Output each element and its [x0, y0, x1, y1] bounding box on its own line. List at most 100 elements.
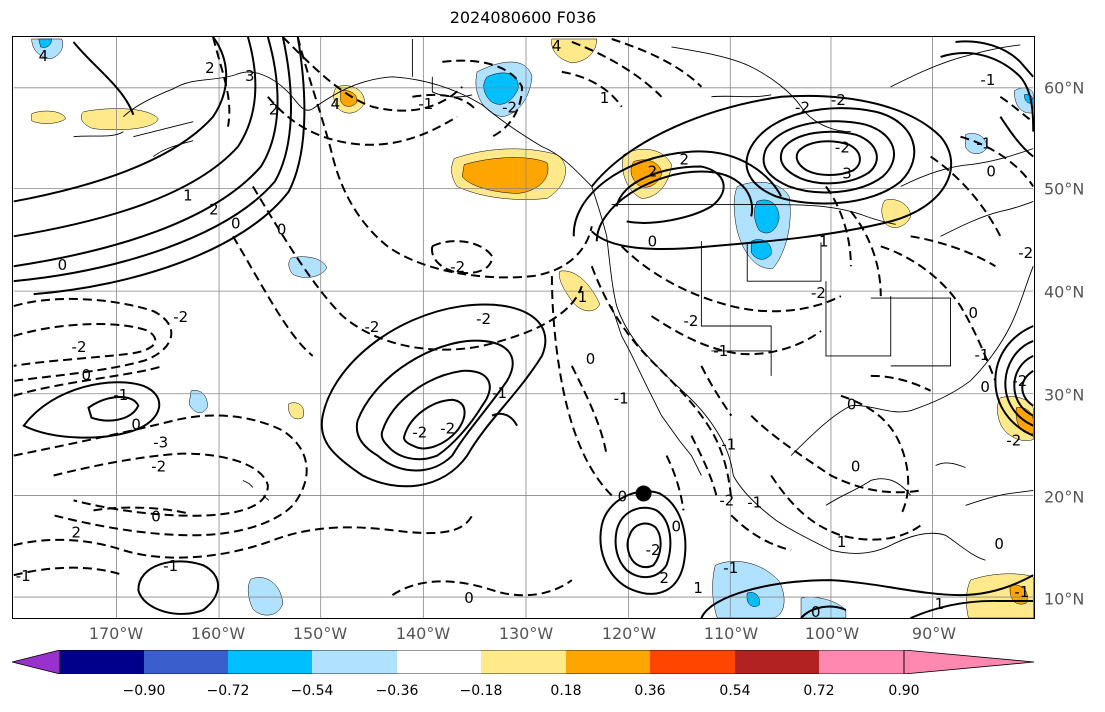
- lon-tick-label: 120°W: [601, 624, 657, 643]
- contour-label: -2: [811, 284, 826, 302]
- contour-label: -1: [976, 135, 991, 153]
- contour-label: 0: [851, 458, 861, 476]
- lon-tick-label: 100°W: [804, 624, 860, 643]
- yellow-patch-bering: [81, 108, 159, 131]
- colorbar-arrow-high: [903, 650, 1035, 674]
- contour-label: 0: [58, 256, 68, 274]
- yellow-patch-bering-2: [31, 110, 66, 124]
- contour-label: -2: [835, 139, 850, 157]
- contour-label: 1: [935, 595, 945, 613]
- lon-tick-label: 150°W: [292, 624, 348, 643]
- colorbar-segment: [144, 650, 228, 674]
- colorbar-tick-label: 0.72: [803, 683, 835, 699]
- yellow-patch-mid-pac: [288, 402, 304, 420]
- shading-layer: [31, 38, 1034, 618]
- colorbar-segment: [566, 650, 650, 674]
- lon-tick-label: 160°W: [190, 624, 246, 643]
- dashed-contours: [13, 37, 1034, 597]
- contour-label: 0: [586, 350, 596, 368]
- contour-label: -2: [151, 458, 166, 476]
- contour-label: 0: [671, 517, 681, 535]
- lat-tick-label: 50°N: [1044, 179, 1085, 199]
- contour-label: 0: [277, 220, 287, 238]
- contour-label: -1: [492, 384, 507, 402]
- contour-label: -1: [163, 557, 178, 575]
- contour-label: -1: [713, 342, 728, 360]
- map-title: 2024080600 F036: [449, 8, 597, 27]
- contour-label: -1: [16, 567, 31, 585]
- orange-core-gulf-alaska: [461, 157, 549, 194]
- colorbar-tick-label: 0.90: [888, 683, 920, 699]
- lon-tick-label: 110°W: [703, 624, 759, 643]
- blue-patch-hawaii-n: [188, 389, 208, 413]
- colorbar: [12, 650, 1035, 674]
- contour-label: 1: [837, 533, 847, 551]
- contour-label: 0: [464, 589, 474, 607]
- colorbar-tick-label: −0.72: [206, 683, 250, 699]
- contour-label: -3: [837, 165, 852, 183]
- contour-label: -2: [412, 424, 427, 442]
- lon-tick-label: 90°W: [911, 624, 957, 643]
- colorbar-segment: [650, 650, 735, 674]
- contour-label: 0: [648, 232, 658, 250]
- contour-label: 0: [994, 535, 1004, 553]
- contour-label: 2: [660, 569, 670, 587]
- contour-label: 2: [269, 101, 279, 119]
- contour-label: 0: [980, 378, 990, 396]
- orange-core-caribbean: [1009, 584, 1028, 605]
- contour-label: -2: [440, 420, 455, 438]
- contour-label: -2: [1018, 244, 1033, 262]
- contour-label: -2: [795, 99, 810, 117]
- contour-label: 2: [679, 151, 689, 169]
- colorbar-tick-label: 0.18: [550, 683, 582, 699]
- blue-core-nw: [38, 38, 52, 48]
- lat-tick-label: 40°N: [1044, 282, 1085, 302]
- contour-label: -1: [723, 559, 738, 577]
- lon-tick-label: 140°W: [395, 624, 451, 643]
- contour-label: -1: [980, 71, 995, 89]
- blue-patch-quebec: [965, 133, 987, 154]
- blue-patch-nw: [31, 38, 64, 60]
- contour-label: 2: [648, 163, 658, 181]
- colorbar-segment: [60, 650, 144, 674]
- contour-label: -2: [450, 258, 465, 276]
- contour-label: 0: [231, 214, 241, 232]
- colorbar-tick-label: −0.36: [375, 683, 419, 699]
- contour-label: 2: [205, 59, 215, 77]
- contour-label: 2: [72, 523, 82, 541]
- lat-tick-label: 20°N: [1044, 487, 1085, 507]
- contour-label: 0: [968, 304, 978, 322]
- orange-core-aleut: [340, 90, 358, 107]
- colorbar-tick-label: −0.54: [290, 683, 334, 699]
- colorbar-segment: [735, 650, 819, 674]
- colorbar-tick-label: −0.90: [122, 683, 166, 699]
- blue-patch-pacific: [288, 256, 327, 278]
- weather-map: 4 4 2 3 4 2 1 -1 -2 -2 0 2 0 1 -2 -2 0 -…: [12, 36, 1035, 619]
- contour-label: -2: [831, 91, 846, 109]
- contour-label: 0: [847, 396, 857, 414]
- contour-label: 3: [245, 67, 255, 85]
- lon-tick-label: 130°W: [498, 624, 554, 643]
- contour-label: -1: [721, 436, 736, 454]
- contour-label: -1: [418, 95, 433, 113]
- contour-label-layer: 4 4 2 3 4 2 1 -1 -2 -2 0 2 0 1 -2 -2 0 -…: [16, 37, 1033, 618]
- blue-core-dakotas-2: [750, 239, 772, 260]
- contour-label: 2: [209, 200, 219, 218]
- contour-label: -1: [747, 493, 762, 511]
- contour-label: 0: [131, 416, 141, 434]
- contour-label: -2: [1012, 372, 1027, 390]
- colorbar-arrow-low: [12, 650, 61, 674]
- contour-label: -2: [173, 308, 188, 326]
- contour-label: 1: [183, 186, 193, 204]
- contour-label: -2: [502, 99, 517, 117]
- contour-label: 1: [600, 89, 610, 107]
- contour-label: 4: [331, 95, 341, 113]
- contour-label: -1: [113, 386, 128, 404]
- contour-label: 1: [693, 579, 703, 597]
- colorbar-tick-label: 0.54: [719, 683, 751, 699]
- blue-patch-south: [247, 577, 284, 616]
- storm-marker: [635, 485, 652, 502]
- contour-label: 4: [552, 37, 562, 55]
- blue-core-dakotas: [754, 199, 780, 234]
- contour-label: 0: [986, 163, 996, 181]
